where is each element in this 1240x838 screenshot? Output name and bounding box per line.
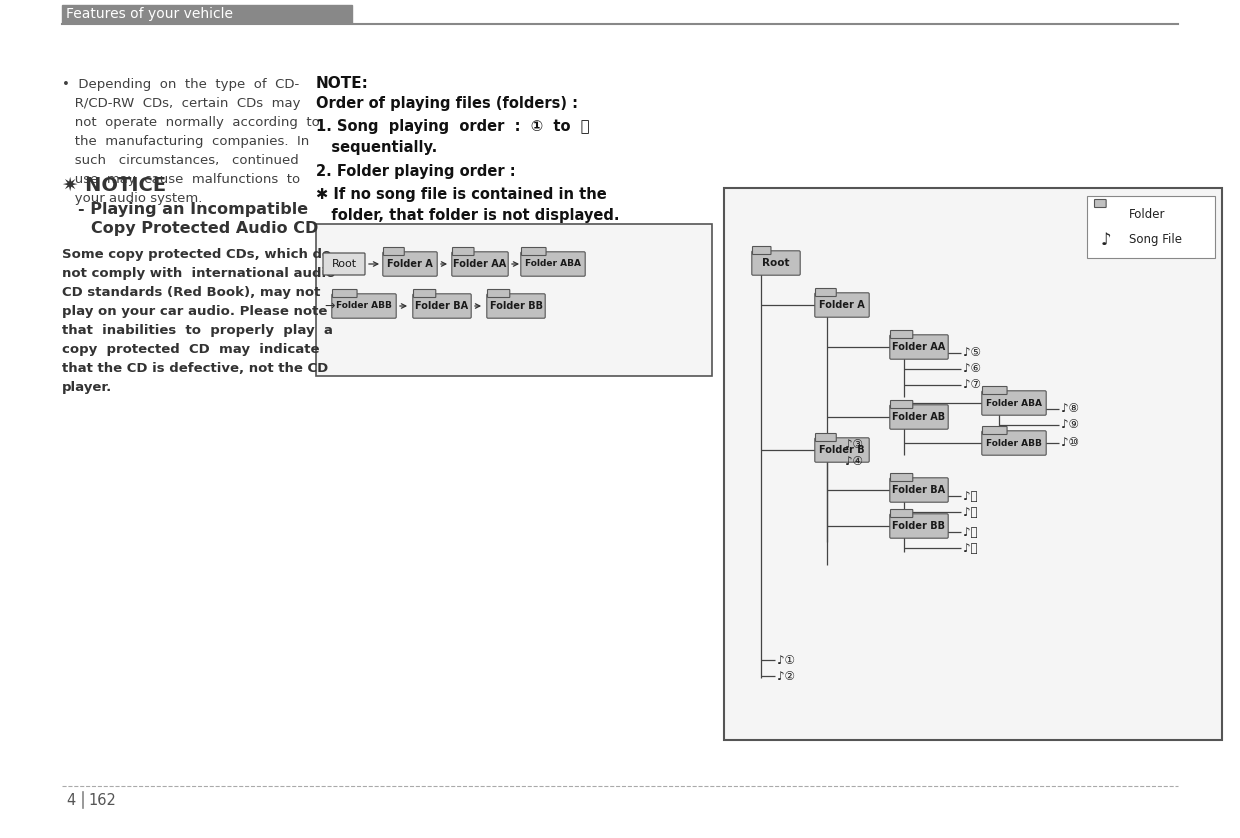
FancyBboxPatch shape xyxy=(383,247,404,256)
Text: ♪①: ♪① xyxy=(777,654,795,666)
Text: such   circumstances,   continued: such circumstances, continued xyxy=(62,154,299,167)
FancyBboxPatch shape xyxy=(890,510,913,518)
Text: not  operate  normally  according  to: not operate normally according to xyxy=(62,116,320,129)
Text: ♪⑦: ♪⑦ xyxy=(963,379,981,391)
FancyBboxPatch shape xyxy=(1094,204,1125,225)
Text: ♪⑭: ♪⑭ xyxy=(963,541,977,555)
Text: Root: Root xyxy=(763,258,790,268)
FancyBboxPatch shape xyxy=(890,405,949,429)
Text: ♪③: ♪③ xyxy=(844,438,863,452)
Text: Order of playing files (folders) :: Order of playing files (folders) : xyxy=(316,96,578,111)
FancyBboxPatch shape xyxy=(753,246,771,255)
FancyBboxPatch shape xyxy=(816,288,836,297)
FancyBboxPatch shape xyxy=(413,289,435,297)
Text: your audio system.: your audio system. xyxy=(62,192,202,205)
FancyBboxPatch shape xyxy=(982,427,1007,434)
Text: ✱ If no song file is contained in the: ✱ If no song file is contained in the xyxy=(316,187,606,202)
Text: Folder: Folder xyxy=(1128,208,1166,220)
FancyBboxPatch shape xyxy=(890,335,949,360)
Text: ♪⑧: ♪⑧ xyxy=(1061,402,1079,416)
FancyBboxPatch shape xyxy=(751,251,800,275)
Text: ♪⑥: ♪⑥ xyxy=(963,363,981,375)
FancyBboxPatch shape xyxy=(982,431,1047,455)
Text: 1. Song  playing  order  :  ①  to  ⑭: 1. Song playing order : ① to ⑭ xyxy=(316,119,589,134)
Text: ♪⑫: ♪⑫ xyxy=(963,505,977,519)
FancyBboxPatch shape xyxy=(890,478,949,502)
Text: ♪⑩: ♪⑩ xyxy=(1061,437,1079,449)
Text: Folder ABB: Folder ABB xyxy=(336,302,392,311)
FancyBboxPatch shape xyxy=(383,251,438,277)
Text: Folder ABB: Folder ABB xyxy=(986,438,1042,447)
Text: Folder BB: Folder BB xyxy=(893,521,945,531)
Text: ♪⑪: ♪⑪ xyxy=(963,489,977,503)
Text: Folder AB: Folder AB xyxy=(893,412,946,422)
Text: - Playing an Incompatible: - Playing an Incompatible xyxy=(78,202,308,217)
FancyBboxPatch shape xyxy=(487,289,510,297)
FancyBboxPatch shape xyxy=(332,289,357,297)
Text: CD standards (Red Book), may not: CD standards (Red Book), may not xyxy=(62,286,320,299)
Text: NOTE:: NOTE: xyxy=(316,76,368,91)
FancyBboxPatch shape xyxy=(322,253,365,275)
Text: that the CD is defective, not the CD: that the CD is defective, not the CD xyxy=(62,362,329,375)
Text: Folder B: Folder B xyxy=(820,445,864,455)
FancyBboxPatch shape xyxy=(522,247,546,256)
Bar xyxy=(316,224,712,376)
Text: ♪②: ♪② xyxy=(777,670,795,682)
Text: ♪: ♪ xyxy=(1101,231,1111,249)
FancyBboxPatch shape xyxy=(413,294,471,318)
FancyBboxPatch shape xyxy=(816,433,836,442)
Text: Folder ABA: Folder ABA xyxy=(986,399,1042,407)
FancyBboxPatch shape xyxy=(890,473,913,482)
Text: Some copy protected CDs, which do: Some copy protected CDs, which do xyxy=(62,248,331,261)
Text: not comply with  international audio: not comply with international audio xyxy=(62,267,335,280)
FancyBboxPatch shape xyxy=(890,514,949,538)
Text: Folder BA: Folder BA xyxy=(893,485,946,495)
Text: •  Depending  on  the  type  of  CD-: • Depending on the type of CD- xyxy=(62,78,299,91)
Text: Folder A: Folder A xyxy=(820,300,864,310)
Bar xyxy=(62,5,352,23)
Text: use  may  cause  malfunctions  to: use may cause malfunctions to xyxy=(62,173,300,186)
Text: ♪⑨: ♪⑨ xyxy=(1061,418,1079,432)
Text: sequentially.: sequentially. xyxy=(316,140,438,155)
Text: Song File: Song File xyxy=(1128,234,1182,246)
Text: ♪⑬: ♪⑬ xyxy=(963,525,977,539)
FancyBboxPatch shape xyxy=(815,292,869,318)
Text: 162: 162 xyxy=(88,793,115,808)
Text: player.: player. xyxy=(62,381,113,394)
Text: Folder ABA: Folder ABA xyxy=(525,260,582,268)
Text: ♪⑤: ♪⑤ xyxy=(963,346,981,360)
Text: Folder A: Folder A xyxy=(387,259,433,269)
Text: play on your car audio. Please note: play on your car audio. Please note xyxy=(62,305,327,318)
FancyBboxPatch shape xyxy=(890,401,913,408)
Text: Folder BA: Folder BA xyxy=(415,301,469,311)
Text: Folder AA: Folder AA xyxy=(893,342,946,352)
Text: the  manufacturing  companies.  In: the manufacturing companies. In xyxy=(62,135,309,148)
Text: copy  protected  CD  may  indicate: copy protected CD may indicate xyxy=(62,343,320,356)
Text: Root: Root xyxy=(331,259,357,269)
Text: folder, that folder is not displayed.: folder, that folder is not displayed. xyxy=(316,208,620,223)
FancyBboxPatch shape xyxy=(815,437,869,463)
Bar xyxy=(1087,196,1215,258)
Text: ♪④: ♪④ xyxy=(844,454,863,468)
FancyBboxPatch shape xyxy=(890,330,913,339)
Text: R/CD-RW  CDs,  certain  CDs  may: R/CD-RW CDs, certain CDs may xyxy=(62,97,300,110)
FancyBboxPatch shape xyxy=(451,251,508,277)
Text: 2. Folder playing order :: 2. Folder playing order : xyxy=(316,164,516,179)
Text: →: → xyxy=(324,299,335,313)
FancyBboxPatch shape xyxy=(1095,199,1106,208)
FancyBboxPatch shape xyxy=(453,247,474,256)
FancyBboxPatch shape xyxy=(982,391,1047,415)
Text: Features of your vehicle: Features of your vehicle xyxy=(66,7,233,21)
Text: Copy Protected Audio CD: Copy Protected Audio CD xyxy=(91,221,319,236)
Text: Folder AA: Folder AA xyxy=(454,259,507,269)
Bar xyxy=(724,188,1221,740)
Text: Folder BB: Folder BB xyxy=(490,301,543,311)
FancyBboxPatch shape xyxy=(521,251,585,277)
Text: 4: 4 xyxy=(66,793,76,808)
Text: that  inabilities  to  properly  play  a: that inabilities to properly play a xyxy=(62,324,332,337)
FancyBboxPatch shape xyxy=(982,386,1007,395)
Text: ✷ NOTICE: ✷ NOTICE xyxy=(62,176,166,195)
FancyBboxPatch shape xyxy=(332,294,397,318)
FancyBboxPatch shape xyxy=(487,294,546,318)
